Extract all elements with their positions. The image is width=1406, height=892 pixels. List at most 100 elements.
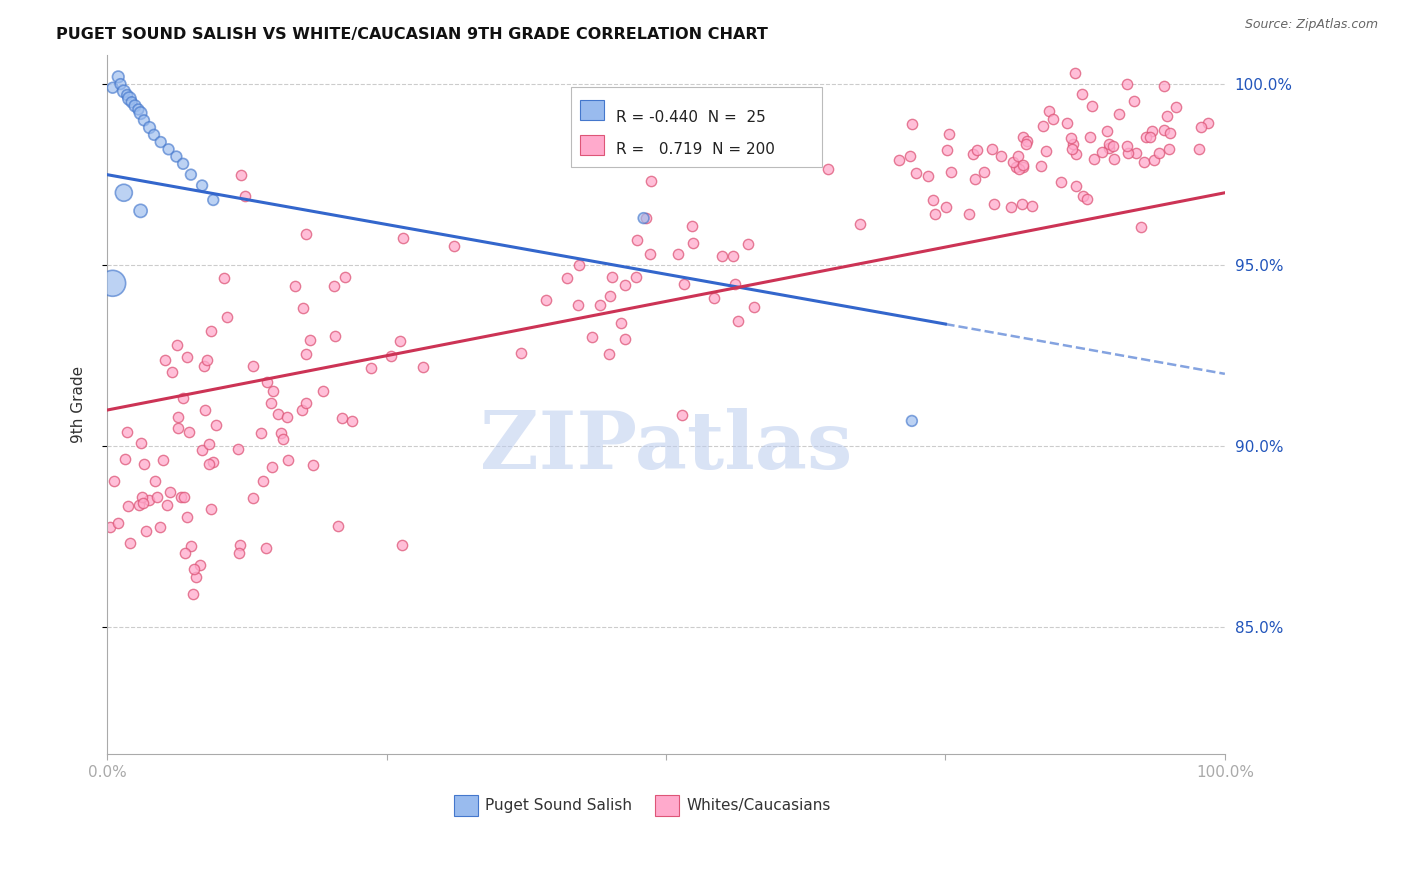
Bar bbox=[655, 795, 679, 815]
Point bbox=[666, 247, 689, 261]
Point bbox=[107, 70, 129, 84]
Point bbox=[226, 442, 249, 456]
Point bbox=[1098, 141, 1121, 155]
Point bbox=[614, 277, 637, 292]
Point bbox=[262, 384, 284, 398]
Point bbox=[723, 277, 745, 292]
Point bbox=[152, 452, 174, 467]
Point bbox=[262, 459, 284, 474]
Point bbox=[555, 270, 578, 285]
Point bbox=[1133, 155, 1156, 169]
Point bbox=[112, 84, 135, 98]
Text: R = -0.440  N =  25: R = -0.440 N = 25 bbox=[616, 110, 765, 125]
Point bbox=[1197, 116, 1219, 130]
Point bbox=[681, 219, 703, 234]
Point bbox=[228, 546, 250, 560]
Point bbox=[534, 293, 557, 307]
Point bbox=[128, 498, 150, 512]
Point bbox=[98, 520, 121, 534]
Point bbox=[671, 408, 693, 422]
Point bbox=[744, 301, 766, 315]
Point bbox=[176, 350, 198, 364]
Point bbox=[172, 157, 194, 171]
Point bbox=[966, 143, 988, 157]
Point bbox=[1135, 130, 1157, 145]
Point bbox=[200, 502, 222, 516]
Point bbox=[172, 391, 194, 405]
Point bbox=[284, 279, 307, 293]
Point bbox=[229, 168, 252, 182]
Point bbox=[156, 498, 179, 512]
Point bbox=[1032, 120, 1054, 134]
Point bbox=[188, 558, 211, 572]
Point bbox=[200, 324, 222, 338]
Point bbox=[1188, 142, 1211, 156]
Point bbox=[201, 455, 224, 469]
Point bbox=[181, 586, 204, 600]
Point bbox=[633, 211, 655, 226]
Point bbox=[901, 117, 924, 131]
Text: Whites/Caucasians: Whites/Caucasians bbox=[686, 797, 831, 813]
Point bbox=[112, 186, 135, 200]
Point bbox=[184, 570, 207, 584]
Point bbox=[510, 346, 533, 360]
Point bbox=[202, 193, 225, 207]
Point bbox=[1076, 192, 1098, 206]
Point bbox=[1012, 158, 1035, 172]
Point bbox=[1095, 124, 1118, 138]
Point bbox=[1108, 106, 1130, 120]
Point bbox=[166, 338, 188, 352]
Y-axis label: 9th Grade: 9th Grade bbox=[72, 366, 86, 443]
Point bbox=[132, 113, 155, 128]
Point bbox=[1071, 188, 1094, 202]
Bar bbox=[579, 100, 605, 120]
Point bbox=[267, 407, 290, 421]
Point bbox=[146, 490, 169, 504]
Point bbox=[217, 310, 239, 325]
Point bbox=[817, 162, 839, 177]
Point bbox=[291, 301, 314, 316]
Point bbox=[114, 451, 136, 466]
Point bbox=[1081, 99, 1104, 113]
Point bbox=[1050, 175, 1073, 189]
Point bbox=[323, 329, 346, 343]
Point bbox=[599, 289, 621, 303]
Point bbox=[103, 474, 125, 488]
Point bbox=[197, 457, 219, 471]
Point bbox=[301, 458, 323, 473]
Point bbox=[391, 538, 413, 552]
Point bbox=[640, 174, 662, 188]
Point bbox=[1078, 129, 1101, 144]
Point bbox=[159, 485, 181, 500]
Point bbox=[194, 402, 217, 417]
Point bbox=[723, 249, 745, 263]
Point bbox=[242, 359, 264, 374]
Point bbox=[1164, 100, 1187, 114]
Point bbox=[939, 165, 962, 179]
Point bbox=[132, 457, 155, 471]
Point bbox=[1115, 77, 1137, 91]
Text: Source: ZipAtlas.com: Source: ZipAtlas.com bbox=[1244, 18, 1378, 31]
Point bbox=[107, 516, 129, 530]
Point bbox=[613, 332, 636, 346]
Point bbox=[138, 493, 160, 508]
Point bbox=[205, 418, 228, 433]
Point bbox=[115, 425, 138, 439]
Point bbox=[1116, 146, 1139, 161]
Point bbox=[101, 277, 124, 291]
Point bbox=[380, 349, 402, 363]
Point bbox=[153, 353, 176, 368]
Point bbox=[610, 317, 633, 331]
Point bbox=[167, 421, 190, 435]
Point bbox=[250, 426, 273, 441]
Text: ZIPatlas: ZIPatlas bbox=[479, 408, 852, 485]
Point bbox=[110, 77, 132, 91]
Point bbox=[1060, 142, 1083, 156]
Point bbox=[180, 168, 202, 182]
Point bbox=[295, 396, 318, 410]
Point bbox=[294, 227, 316, 241]
Point bbox=[981, 142, 1004, 156]
Point bbox=[1140, 124, 1163, 138]
Text: PUGET SOUND SALISH VS WHITE/CAUCASIAN 9TH GRADE CORRELATION CHART: PUGET SOUND SALISH VS WHITE/CAUCASIAN 9T… bbox=[56, 27, 768, 42]
Point bbox=[242, 491, 264, 506]
